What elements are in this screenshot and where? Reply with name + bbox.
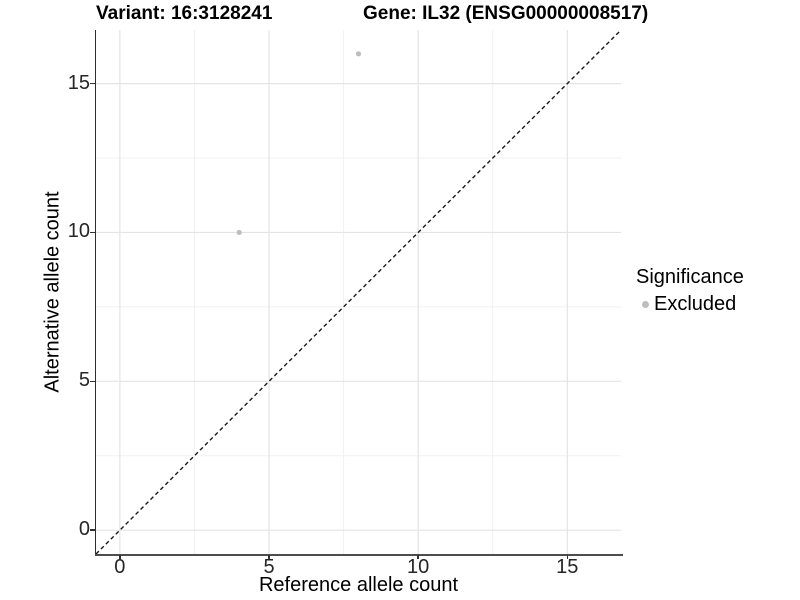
y-tick-label: 10 — [67, 220, 90, 243]
legend-items: Excluded — [634, 293, 744, 316]
y-tick-mark — [90, 231, 95, 234]
x-tick-label: 15 — [556, 556, 579, 578]
legend-item: Excluded — [642, 293, 744, 316]
plot-panel — [96, 30, 621, 554]
x-tick-label: 10 — [407, 556, 430, 578]
x-tick-label: 0 — [114, 556, 126, 578]
x-tick-mark — [119, 554, 121, 560]
legend-key-dot-icon — [642, 301, 649, 308]
y-tick-mark — [90, 82, 95, 85]
y-tick-label: 5 — [78, 369, 90, 392]
y-axis-line — [94, 30, 97, 556]
y-tick-label: 15 — [67, 71, 90, 94]
identity-reference-line — [96, 30, 621, 554]
plot-title-gene: Gene: IL32 (ENSG00000008517) — [363, 3, 649, 24]
plot-title-variant: Variant: 16:3128241 — [96, 3, 273, 24]
y-tick-mark — [90, 529, 95, 531]
y-tick-mark — [90, 380, 95, 383]
legend: Significance Excluded — [634, 266, 744, 316]
legend-title: Significance — [636, 266, 744, 288]
x-axis-title: Reference allele count — [258, 574, 458, 596]
x-tick-mark — [268, 554, 270, 560]
legend-item-label: Excluded — [654, 293, 737, 315]
data-point — [236, 229, 242, 236]
x-axis-line — [94, 553, 624, 556]
data-point — [355, 51, 362, 57]
chart-canvas — [96, 30, 621, 554]
y-tick-label: 0 — [78, 518, 90, 541]
x-tick-mark — [417, 554, 419, 560]
x-tick-mark — [566, 554, 569, 560]
x-tick-label: 5 — [263, 556, 275, 578]
